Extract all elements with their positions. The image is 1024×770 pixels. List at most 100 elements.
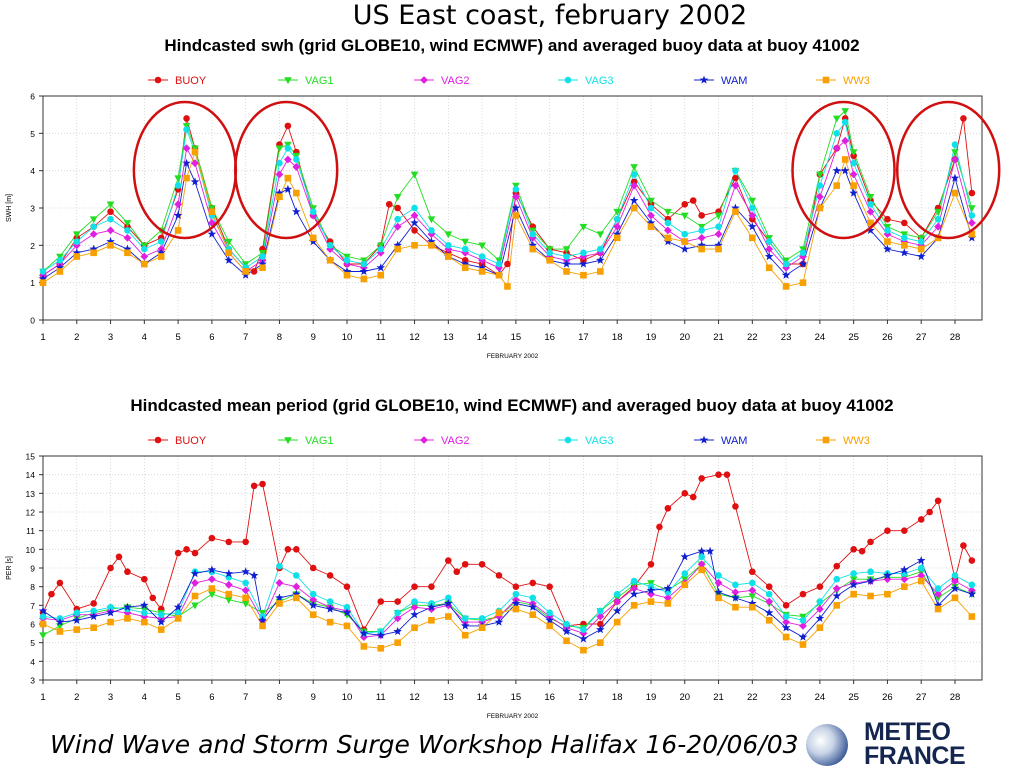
data-point: [799, 616, 807, 624]
data-point: [647, 211, 655, 220]
data-point: [529, 579, 537, 587]
x-tick-label: 16: [544, 692, 555, 703]
data-point: [460, 621, 470, 630]
data-point: [900, 248, 909, 257]
data-point: [968, 581, 976, 589]
legend-marker-ww3: [822, 436, 830, 444]
data-point: [276, 159, 283, 167]
meteo-france-logo: METEO FRANCE: [806, 718, 976, 769]
data-point: [714, 579, 723, 587]
y-tick-label: 6: [30, 620, 35, 630]
x-tick-label: 8: [277, 332, 282, 343]
data-point: [191, 159, 199, 168]
data-point: [630, 181, 638, 190]
x-tick-label: 17: [578, 332, 589, 343]
data-point: [207, 575, 216, 584]
legend-marker-buoy: [154, 76, 162, 84]
legend-marker-vag1: [284, 437, 292, 445]
data-point: [884, 527, 891, 534]
data-point: [107, 618, 114, 626]
data-point: [646, 585, 656, 594]
data-point: [410, 603, 419, 612]
data-point: [309, 211, 318, 220]
data-point: [597, 639, 604, 646]
data-point: [968, 557, 976, 564]
data-point: [579, 259, 588, 268]
data-point: [445, 557, 452, 564]
data-point: [968, 205, 976, 213]
data-point: [916, 556, 926, 565]
data-point: [89, 216, 98, 224]
data-point: [883, 571, 892, 580]
data-point: [934, 585, 942, 592]
data-point: [427, 216, 436, 224]
data-point: [529, 230, 537, 238]
slide-title: US East coast, february 2002: [352, 0, 748, 31]
data-point: [613, 590, 621, 598]
data-point: [89, 244, 98, 253]
y-tick-label: 6: [30, 92, 35, 102]
data-point: [546, 583, 553, 590]
data-point: [283, 155, 292, 164]
data-point: [241, 567, 250, 576]
data-point: [850, 590, 857, 598]
data-point: [293, 156, 300, 163]
data-point: [207, 565, 217, 574]
data-point: [39, 632, 47, 640]
data-point: [629, 196, 639, 205]
data-point: [596, 255, 605, 264]
data-point: [477, 263, 487, 272]
data-point: [765, 590, 773, 598]
data-point: [242, 268, 249, 275]
x-tick-label: 3: [108, 692, 113, 703]
data-point: [765, 597, 774, 606]
data-point: [613, 215, 621, 223]
y-tick-label: 10: [26, 545, 36, 555]
data-point: [343, 271, 351, 279]
data-point: [765, 583, 773, 590]
data-point: [934, 215, 942, 223]
highlight-circle: [791, 100, 896, 240]
data-point: [689, 197, 697, 204]
data-point: [681, 570, 689, 577]
data-point: [106, 608, 115, 617]
data-point: [580, 271, 587, 279]
data-point: [698, 475, 705, 482]
data-point: [698, 227, 705, 234]
data-point: [224, 238, 233, 246]
data-point: [141, 575, 148, 583]
data-point: [157, 611, 165, 618]
data-point: [90, 607, 97, 615]
data-point: [714, 240, 723, 249]
data-point: [326, 598, 334, 605]
data-point: [208, 585, 216, 592]
data-point: [562, 259, 571, 268]
data-point: [156, 617, 166, 626]
data-point: [242, 579, 249, 587]
data-point: [950, 584, 960, 593]
data-point: [308, 600, 318, 609]
data-point: [832, 591, 841, 600]
data-point: [124, 227, 131, 234]
x-tick-label: 26: [882, 692, 893, 703]
data-point: [141, 260, 148, 268]
y-tick-label: 4: [30, 657, 35, 667]
data-point: [926, 508, 933, 516]
data-point: [140, 600, 149, 609]
data-point: [309, 564, 317, 572]
legend-label-vag3: VAG3: [585, 435, 614, 447]
data-point: [39, 268, 47, 275]
data-point: [697, 240, 706, 249]
data-point: [258, 259, 267, 268]
series-line-wam: [42, 550, 973, 640]
data-point: [411, 204, 418, 212]
data-point: [646, 218, 656, 227]
data-point: [359, 628, 369, 637]
data-point: [714, 230, 723, 239]
data-point: [377, 644, 385, 652]
data-point: [411, 624, 418, 632]
data-point: [461, 615, 469, 622]
data-point: [901, 234, 908, 242]
data-point: [275, 579, 284, 587]
data-point: [546, 256, 553, 264]
